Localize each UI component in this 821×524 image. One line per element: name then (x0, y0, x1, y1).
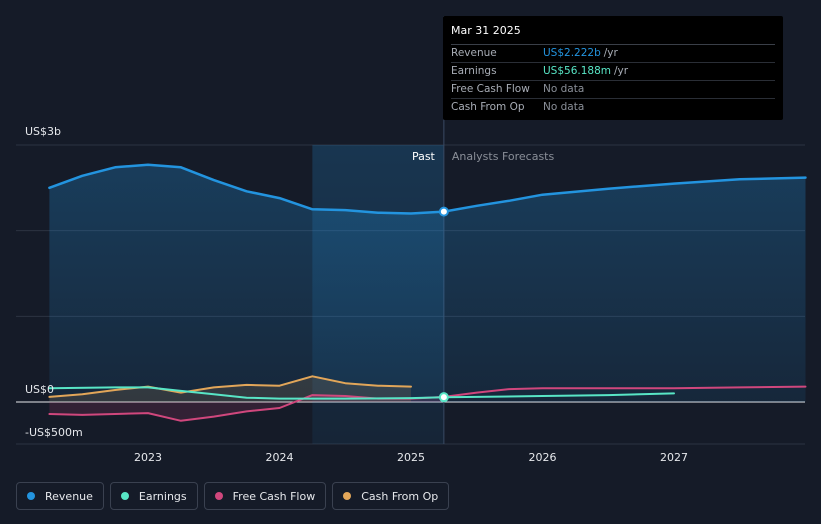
y-tick-label-negative: -US$500m (25, 426, 83, 439)
tooltip-value: No data (543, 101, 585, 113)
legend-item-free-cash-flow[interactable]: Free Cash Flow (203, 482, 327, 510)
tooltip-value: No data (543, 83, 585, 95)
chart: US$3b US$0 -US$500m Past Analysts Foreca… (16, 16, 807, 464)
past-label: Past (412, 150, 436, 163)
legend-label: Cash From Op (361, 489, 439, 503)
tooltip-label: Revenue (451, 47, 497, 59)
free-cash-flow-area (49, 395, 444, 421)
tooltip-row-revenue: Revenue US$2.222b /yr (451, 45, 775, 63)
legend-dot-icon (214, 492, 223, 500)
forecast-label: Analysts Forecasts (452, 150, 555, 163)
legend-item-earnings[interactable]: Earnings (109, 482, 198, 510)
legend-item-revenue[interactable]: Revenue (16, 482, 104, 510)
y-tick-label-zero: US$0 (25, 383, 54, 396)
legend-item-cash-from-op[interactable]: Cash From Op (332, 482, 450, 510)
axis-labels: US$3b US$0 -US$500m Past Analysts Foreca… (25, 125, 554, 439)
tooltip-unit: /yr (603, 47, 618, 59)
x-tick-label: 2026 (529, 451, 557, 464)
revenue-marker (438, 206, 449, 217)
tooltip-label: Cash From Op (451, 101, 525, 113)
tooltip: Mar 31 2025 Revenue US$2.222b /yr Earnin… (443, 16, 783, 120)
y-tick-label-top: US$3b (25, 125, 61, 138)
free-cash-flow-line (48, 385, 807, 422)
tooltip-value: US$56.188m (543, 65, 611, 77)
line-layer (48, 163, 807, 422)
earnings-line (48, 386, 675, 400)
earnings-marker (438, 392, 449, 403)
marker-layer (438, 206, 449, 403)
x-tick-label: 2023 (134, 451, 162, 464)
tooltip-row-cash-from-op: Cash From Op No data (451, 99, 775, 116)
revenue-area (49, 164, 806, 402)
x-axis: 2023 2024 2025 2026 2027 (134, 451, 688, 464)
legend-dot-icon (120, 492, 129, 500)
tooltip-value: US$2.222b (543, 47, 601, 59)
tooltip-unit: /yr (614, 65, 629, 77)
tooltip-date: Mar 31 2025 (451, 22, 775, 45)
legend-label: Earnings (138, 489, 187, 503)
cash-from-op-line (48, 375, 412, 398)
legend-label: Revenue (45, 489, 93, 503)
tooltip-label: Free Cash Flow (451, 83, 530, 95)
x-tick-label: 2025 (397, 451, 425, 464)
tooltip-row-free-cash-flow: Free Cash Flow No data (451, 81, 775, 99)
legend: Revenue Earnings Free Cash Flow Cash Fro… (16, 482, 450, 510)
revenue-line (48, 163, 807, 215)
legend-dot-icon (27, 492, 35, 500)
tooltip-label: Earnings (451, 65, 497, 77)
x-tick-label: 2027 (660, 451, 688, 464)
tooltip-row-earnings: Earnings US$56.188m /yr (451, 63, 775, 81)
x-tick-label: 2024 (266, 451, 294, 464)
legend-label: Free Cash Flow (232, 489, 316, 503)
legend-dot-icon (343, 492, 352, 500)
